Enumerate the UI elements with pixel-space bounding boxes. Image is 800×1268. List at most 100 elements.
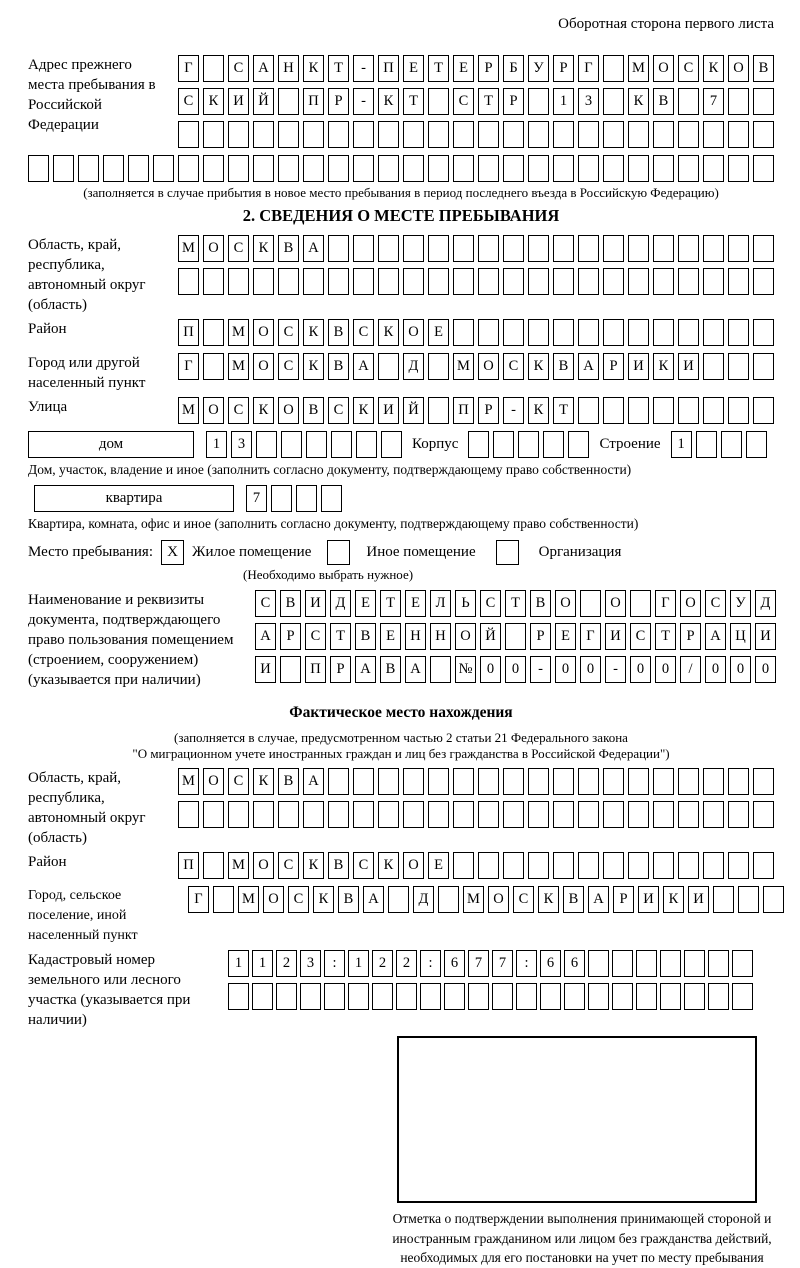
char-cell[interactable]: А <box>303 235 324 262</box>
char-cell[interactable]: О <box>203 397 224 424</box>
char-cell[interactable]: 7 <box>246 485 267 512</box>
char-cell[interactable] <box>703 768 724 795</box>
char-cell[interactable] <box>528 768 549 795</box>
char-cell[interactable]: 7 <box>468 950 489 977</box>
char-cell[interactable]: С <box>278 319 299 346</box>
char-cell[interactable] <box>553 121 574 148</box>
char-cell[interactable] <box>578 768 599 795</box>
char-cell[interactable]: С <box>228 55 249 82</box>
char-cell[interactable]: Е <box>405 590 426 617</box>
char-cell[interactable] <box>553 235 574 262</box>
char-cell[interactable] <box>253 155 274 182</box>
char-cell[interactable]: 2 <box>276 950 297 977</box>
char-cell[interactable] <box>378 353 399 380</box>
char-cell[interactable] <box>703 852 724 879</box>
char-cell[interactable] <box>753 268 774 295</box>
char-cell[interactable] <box>588 983 609 1010</box>
char-cell[interactable]: Т <box>655 623 676 650</box>
char-cell[interactable] <box>568 431 590 458</box>
char-cell[interactable] <box>653 768 674 795</box>
char-cell[interactable]: М <box>463 886 484 913</box>
char-cell[interactable] <box>578 268 599 295</box>
char-cell[interactable]: - <box>605 656 626 683</box>
char-cell[interactable]: С <box>228 235 249 262</box>
char-cell[interactable]: Р <box>478 55 499 82</box>
char-cell[interactable] <box>678 768 699 795</box>
char-cell[interactable] <box>578 397 599 424</box>
char-cell[interactable] <box>728 768 749 795</box>
char-cell[interactable]: 3 <box>300 950 321 977</box>
char-cell[interactable]: : <box>420 950 441 977</box>
char-cell[interactable] <box>178 801 199 828</box>
char-cell[interactable] <box>703 397 724 424</box>
char-cell[interactable]: О <box>203 235 224 262</box>
char-cell[interactable] <box>153 155 174 182</box>
char-cell[interactable]: М <box>228 852 249 879</box>
char-cell[interactable]: А <box>255 623 276 650</box>
char-cell[interactable]: 6 <box>540 950 561 977</box>
char-cell[interactable] <box>453 801 474 828</box>
char-cell[interactable]: О <box>728 55 749 82</box>
char-cell[interactable]: Н <box>278 55 299 82</box>
char-cell[interactable] <box>703 353 724 380</box>
char-cell[interactable] <box>453 268 474 295</box>
char-cell[interactable] <box>478 235 499 262</box>
char-cell[interactable]: К <box>303 319 324 346</box>
char-cell[interactable] <box>653 852 674 879</box>
char-cell[interactable]: К <box>253 397 274 424</box>
char-cell[interactable] <box>528 155 549 182</box>
char-cell[interactable] <box>628 397 649 424</box>
char-cell[interactable] <box>553 268 574 295</box>
char-cell[interactable]: Ц <box>730 623 751 650</box>
char-cell[interactable] <box>528 801 549 828</box>
char-cell[interactable] <box>303 268 324 295</box>
char-cell[interactable] <box>603 852 624 879</box>
char-cell[interactable]: С <box>513 886 534 913</box>
char-cell[interactable]: / <box>680 656 701 683</box>
char-cell[interactable] <box>753 768 774 795</box>
char-cell[interactable]: Д <box>330 590 351 617</box>
char-cell[interactable] <box>453 852 474 879</box>
char-cell[interactable]: Т <box>553 397 574 424</box>
char-cell[interactable] <box>353 155 374 182</box>
char-cell[interactable]: В <box>303 397 324 424</box>
char-cell[interactable]: С <box>353 852 374 879</box>
char-cell[interactable]: Г <box>188 886 209 913</box>
char-cell[interactable]: И <box>378 397 399 424</box>
char-cell[interactable] <box>321 485 342 512</box>
char-cell[interactable] <box>505 623 526 650</box>
char-cell[interactable]: Й <box>253 88 274 115</box>
char-cell[interactable] <box>203 268 224 295</box>
char-cell[interactable] <box>428 768 449 795</box>
char-cell[interactable]: О <box>403 852 424 879</box>
char-cell[interactable] <box>327 540 351 565</box>
char-cell[interactable]: 0 <box>630 656 651 683</box>
char-cell[interactable] <box>378 768 399 795</box>
char-cell[interactable]: К <box>528 353 549 380</box>
char-cell[interactable]: Ь <box>455 590 476 617</box>
char-cell[interactable] <box>684 950 705 977</box>
char-cell[interactable] <box>708 983 729 1010</box>
char-cell[interactable] <box>732 983 753 1010</box>
checkbox-zhiloe[interactable]: X <box>161 540 184 565</box>
char-cell[interactable] <box>578 235 599 262</box>
char-cell[interactable]: 3 <box>231 431 252 458</box>
char-cell[interactable] <box>356 431 377 458</box>
char-cell[interactable] <box>603 319 624 346</box>
char-cell[interactable]: М <box>178 768 199 795</box>
char-cell[interactable]: М <box>178 235 199 262</box>
char-cell[interactable]: 1 <box>670 431 692 458</box>
char-cell[interactable]: К <box>303 55 324 82</box>
char-cell[interactable] <box>653 235 674 262</box>
char-cell[interactable] <box>203 353 224 380</box>
char-cell[interactable]: М <box>178 397 199 424</box>
char-cell[interactable]: 1 <box>348 950 369 977</box>
char-cell[interactable] <box>603 768 624 795</box>
char-cell[interactable]: К <box>653 353 674 380</box>
